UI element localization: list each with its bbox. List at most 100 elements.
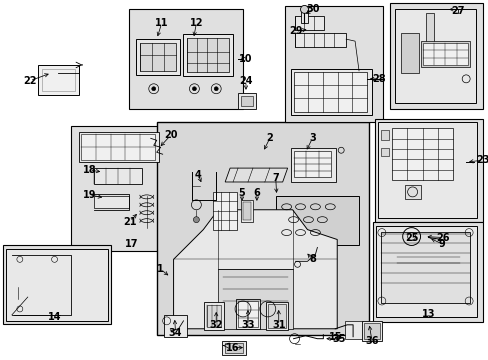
Bar — [400, 33, 418, 73]
Text: 6: 6 — [253, 188, 260, 198]
Bar — [380, 231, 469, 303]
Text: 21: 21 — [123, 217, 137, 227]
Text: 9: 9 — [438, 239, 445, 249]
Polygon shape — [224, 168, 287, 182]
Text: 30: 30 — [306, 4, 320, 14]
Bar — [363, 323, 379, 339]
Bar — [372, 222, 482, 322]
Text: 33: 33 — [241, 320, 254, 330]
Text: 4: 4 — [195, 170, 202, 180]
Text: 22: 22 — [23, 76, 37, 86]
Text: 35: 35 — [332, 334, 345, 344]
Bar — [290, 69, 371, 114]
Bar — [79, 132, 159, 162]
Bar — [183, 34, 233, 76]
Bar — [207, 305, 221, 327]
Circle shape — [192, 87, 196, 91]
Text: 7: 7 — [272, 173, 279, 183]
Text: 15: 15 — [328, 332, 341, 342]
Bar — [187, 38, 229, 72]
Bar — [294, 33, 346, 47]
Bar — [377, 122, 476, 218]
Text: 1: 1 — [157, 264, 163, 274]
Text: 13: 13 — [421, 309, 434, 319]
Bar — [267, 304, 285, 328]
Bar — [204, 302, 224, 330]
Bar — [163, 315, 187, 337]
Bar — [156, 122, 368, 335]
Bar — [394, 9, 475, 103]
Text: 34: 34 — [168, 328, 182, 338]
Text: 17: 17 — [125, 239, 139, 249]
Text: 14: 14 — [48, 312, 61, 322]
Polygon shape — [173, 210, 337, 329]
Text: 12: 12 — [189, 18, 203, 28]
Bar — [375, 226, 476, 317]
Text: 26: 26 — [436, 233, 449, 243]
Text: 10: 10 — [239, 54, 252, 64]
Bar — [3, 246, 111, 324]
Bar — [404, 185, 420, 199]
Circle shape — [151, 87, 155, 91]
Bar — [38, 65, 79, 95]
Bar — [41, 69, 75, 91]
Circle shape — [214, 87, 218, 91]
Bar — [290, 148, 336, 182]
Bar — [300, 8, 308, 23]
Text: 8: 8 — [308, 255, 315, 264]
Text: 28: 28 — [371, 74, 385, 84]
Bar — [94, 196, 129, 208]
Bar — [81, 134, 154, 160]
Bar — [94, 168, 142, 184]
Bar — [284, 6, 382, 122]
Bar — [275, 196, 358, 246]
Bar — [374, 118, 482, 222]
Circle shape — [300, 5, 308, 13]
Text: 31: 31 — [271, 320, 285, 330]
Text: 18: 18 — [82, 165, 96, 175]
Bar — [129, 9, 243, 109]
Bar — [222, 341, 245, 355]
Bar — [213, 192, 237, 230]
Bar — [396, 253, 459, 281]
Bar — [294, 16, 324, 30]
Bar — [71, 126, 198, 251]
Text: 20: 20 — [163, 130, 177, 140]
Bar — [265, 302, 287, 330]
Circle shape — [193, 217, 199, 222]
Text: 24: 24 — [239, 76, 252, 86]
Bar — [236, 299, 259, 329]
Bar — [420, 41, 469, 67]
Bar — [422, 43, 467, 65]
Bar — [345, 321, 362, 339]
Bar — [361, 321, 381, 341]
Bar — [136, 39, 179, 75]
Bar — [241, 200, 252, 222]
Bar — [238, 301, 257, 327]
Text: 16: 16 — [226, 343, 239, 353]
Bar — [380, 130, 388, 140]
Bar — [6, 249, 108, 321]
Text: 11: 11 — [155, 18, 168, 28]
Bar — [140, 43, 175, 71]
Text: 27: 27 — [450, 6, 464, 17]
Text: 23: 23 — [475, 155, 488, 165]
Bar — [224, 343, 243, 352]
Bar — [380, 148, 388, 156]
Bar — [391, 129, 452, 180]
Text: 5: 5 — [238, 188, 245, 198]
Bar — [389, 4, 482, 109]
Text: 19: 19 — [82, 190, 96, 200]
Bar — [238, 93, 255, 109]
Text: 32: 32 — [209, 320, 223, 330]
Text: 25: 25 — [404, 233, 418, 243]
Text: 29: 29 — [288, 26, 302, 36]
Bar — [293, 72, 366, 112]
Text: 3: 3 — [308, 133, 315, 143]
Bar — [241, 96, 252, 105]
Text: 2: 2 — [266, 133, 273, 143]
Bar — [243, 202, 250, 220]
Text: 36: 36 — [365, 336, 378, 346]
Bar — [293, 151, 330, 177]
Bar — [426, 13, 433, 63]
